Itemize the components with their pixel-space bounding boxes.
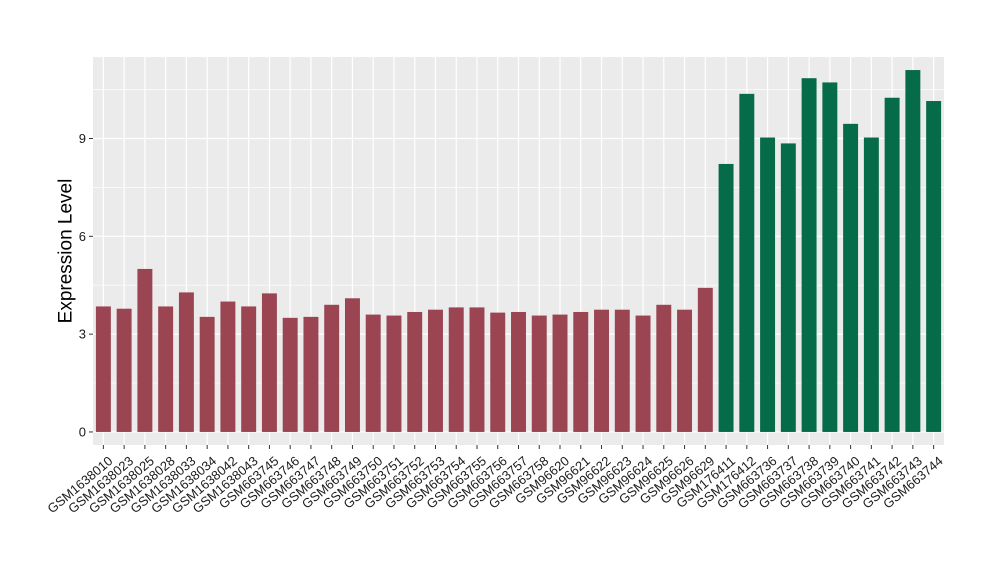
bar-GSM176411 xyxy=(718,163,734,432)
bar-GSM663745 xyxy=(261,293,277,432)
bar-GSM663754 xyxy=(448,307,464,432)
bars xyxy=(95,70,942,432)
bar-GSM176412 xyxy=(739,93,755,432)
bar-GSM663755 xyxy=(469,307,485,432)
axes: GSM1638010GSM1638023GSM1638025GSM1638028… xyxy=(44,131,945,516)
bar-GSM96626 xyxy=(677,309,693,432)
bar-GSM663746 xyxy=(282,317,298,432)
y-axis-title: Expression Level xyxy=(56,179,77,324)
bar-GSM663739 xyxy=(822,82,838,432)
bar-GSM1638043 xyxy=(241,306,257,432)
bar-GSM96625 xyxy=(656,304,672,432)
bar-GSM663740 xyxy=(843,123,859,432)
bar-GSM663750 xyxy=(365,314,381,432)
bar-GSM1638023 xyxy=(116,308,132,432)
bar-GSM96629 xyxy=(697,287,713,432)
bar-GSM1638025 xyxy=(137,268,153,432)
bar-GSM1638034 xyxy=(199,316,215,432)
bar-GSM96622 xyxy=(594,309,609,432)
bar-GSM663736 xyxy=(760,137,776,432)
bar-GSM663757 xyxy=(511,311,526,432)
bar-GSM1638042 xyxy=(220,301,236,432)
bar-GSM663749 xyxy=(344,298,360,432)
bar-GSM663742 xyxy=(884,97,900,432)
bar-GSM663744 xyxy=(926,101,942,432)
y-tick-label: 3 xyxy=(79,327,86,342)
bar-GSM663752 xyxy=(407,311,423,432)
bar-GSM663747 xyxy=(303,316,319,432)
bar-GSM96620 xyxy=(552,314,568,432)
bar-GSM663737 xyxy=(780,143,796,432)
bar-GSM96623 xyxy=(614,309,630,432)
bar-GSM663753 xyxy=(428,309,443,432)
bar-GSM96624 xyxy=(635,315,651,432)
bar-GSM663738 xyxy=(801,78,817,432)
bar-GSM663756 xyxy=(490,312,506,432)
bar-GSM663748 xyxy=(324,304,340,432)
bar-GSM1638010 xyxy=(95,306,111,432)
y-tick-label: 0 xyxy=(79,424,86,439)
bar-GSM96621 xyxy=(573,311,589,432)
bar-GSM1638033 xyxy=(178,292,194,432)
bar-GSM663758 xyxy=(531,315,547,432)
bar-GSM1638028 xyxy=(158,306,174,432)
bar-GSM663743 xyxy=(905,70,921,432)
bar-GSM663741 xyxy=(863,137,879,432)
y-tick-label: 6 xyxy=(79,229,86,244)
y-tick-label: 9 xyxy=(79,131,86,146)
bar-GSM663751 xyxy=(386,315,402,432)
